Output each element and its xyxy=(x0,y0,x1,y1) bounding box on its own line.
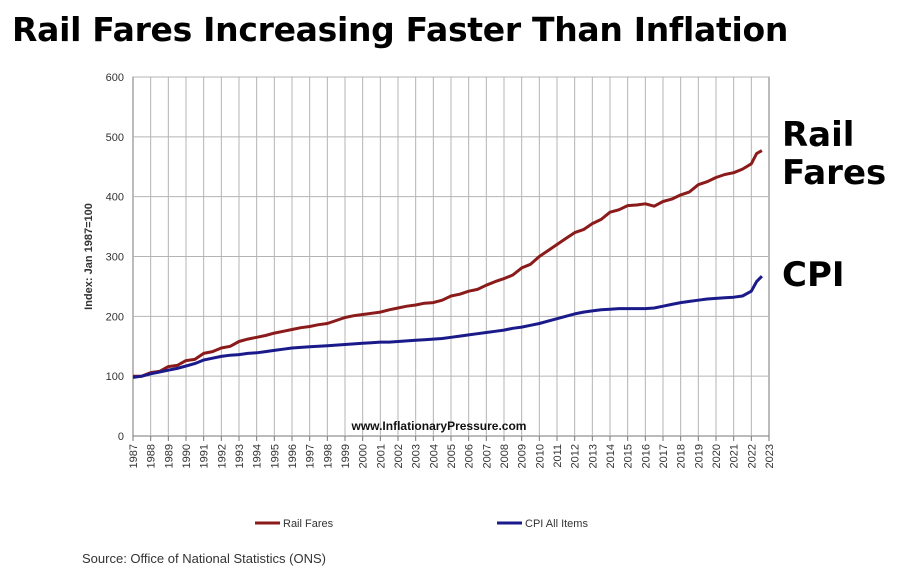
series-line-rail-fares xyxy=(133,149,763,378)
x-tick-label: 1993 xyxy=(234,444,246,468)
y-tick-label: 100 xyxy=(106,371,124,383)
x-tick-label: 1989 xyxy=(163,444,175,468)
x-tick-label: 1990 xyxy=(181,444,193,468)
x-tick-label: 1999 xyxy=(340,444,352,468)
x-tick-label: 2022 xyxy=(746,444,758,468)
x-tick-label: 1995 xyxy=(269,444,281,468)
x-tick-label: 2005 xyxy=(446,444,458,468)
x-tick-label: 2000 xyxy=(358,444,370,468)
x-tick-label: 2021 xyxy=(729,444,741,468)
y-tick-label: 200 xyxy=(106,311,124,323)
x-tick-label: 2001 xyxy=(375,444,387,468)
x-tick-label: 1994 xyxy=(252,444,264,468)
rail-fares-callout: Rail Fares xyxy=(782,116,886,192)
x-tick-label: 2009 xyxy=(517,444,529,468)
x-tick-label: 1987 xyxy=(128,444,140,468)
x-tick-label: 2016 xyxy=(640,444,652,468)
y-tick-label: 0 xyxy=(118,431,124,443)
x-tick-label: 2010 xyxy=(534,444,546,468)
x-tick-label: 2003 xyxy=(411,444,423,468)
x-tick-label: 2012 xyxy=(570,444,582,468)
x-tick-label: 2008 xyxy=(499,444,511,468)
x-tick-label: 2004 xyxy=(428,444,440,468)
x-tick-label: 2020 xyxy=(711,444,723,468)
rail-callout-line1: Rail xyxy=(782,115,855,155)
watermark-text: www.InflationaryPressure.com xyxy=(351,419,527,433)
legend-label: CPI All Items xyxy=(525,518,588,530)
x-tick-label: 2013 xyxy=(587,444,599,468)
x-tick-label: 2002 xyxy=(393,444,405,468)
chart-title: Rail Fares Increasing Faster Than Inflat… xyxy=(12,10,789,49)
x-tick-label: 2018 xyxy=(676,444,688,468)
x-tick-label: 2023 xyxy=(764,444,776,468)
x-tick-label: 1996 xyxy=(287,444,299,468)
y-axis-label: Index: Jan 1987=100 xyxy=(83,203,95,310)
x-tick-label: 2017 xyxy=(658,444,670,468)
legend-label: Rail Fares xyxy=(283,518,334,530)
y-tick-label: 400 xyxy=(106,192,124,204)
x-tick-label: 1992 xyxy=(216,444,228,468)
x-tick-label: 2019 xyxy=(693,444,705,468)
x-tick-label: 2011 xyxy=(552,444,564,468)
x-tick-label: 1991 xyxy=(199,444,211,468)
x-tick-label: 1988 xyxy=(146,444,158,468)
source-note: Source: Office of National Statistics (O… xyxy=(82,551,326,566)
x-tick-label: 1998 xyxy=(322,444,334,468)
series-line-cpi-all-items xyxy=(132,275,763,379)
x-tick-label: 2014 xyxy=(605,444,617,468)
y-tick-label: 500 xyxy=(106,132,124,144)
rail-callout-line2: Fares xyxy=(782,153,887,193)
x-tick-label: 2007 xyxy=(481,444,493,468)
x-tick-label: 1997 xyxy=(305,444,317,468)
cpi-callout: CPI xyxy=(782,255,845,295)
y-tick-label: 600 xyxy=(106,72,124,84)
y-tick-label: 300 xyxy=(106,252,124,264)
x-tick-label: 2015 xyxy=(623,444,635,468)
x-tick-label: 2006 xyxy=(464,444,476,468)
